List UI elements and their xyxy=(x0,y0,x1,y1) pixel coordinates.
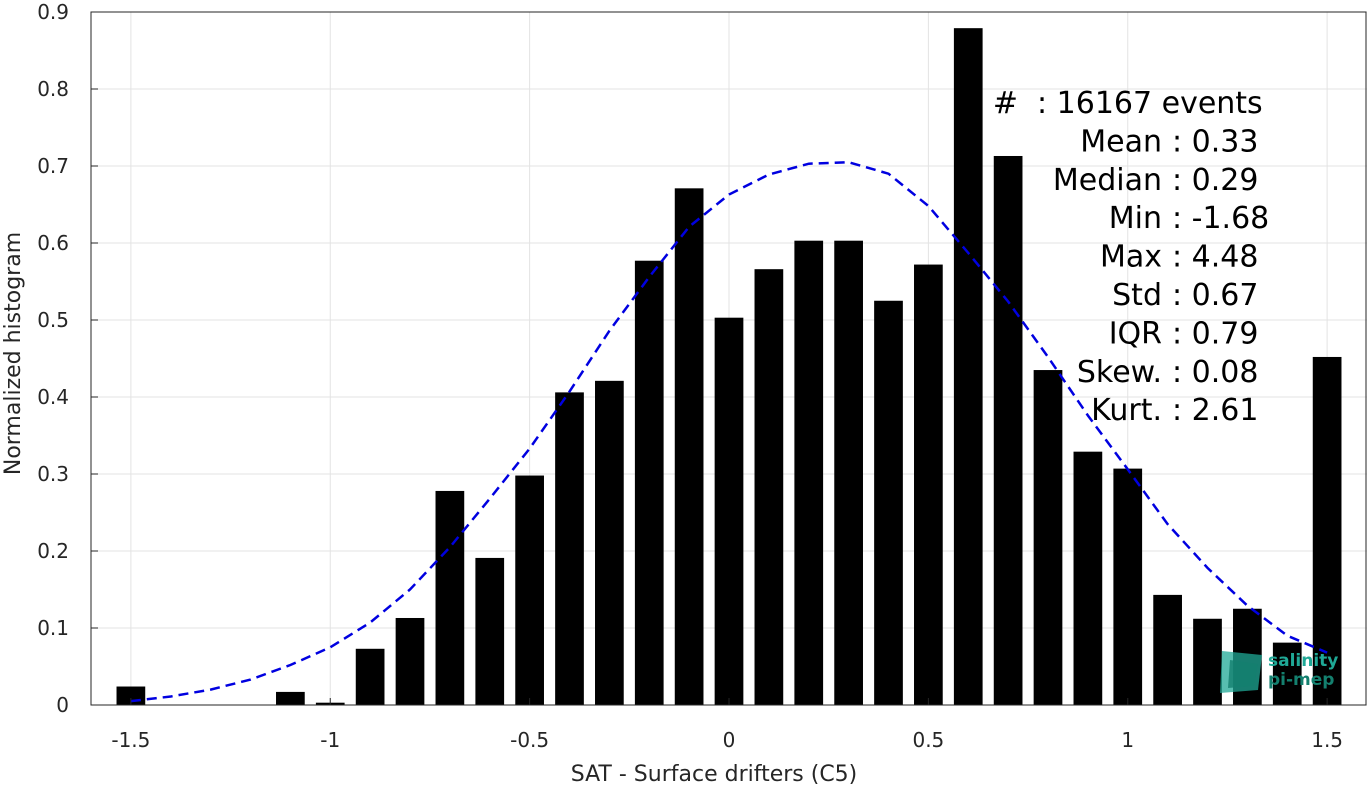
histogram-bar xyxy=(874,300,903,705)
stat-row: Skew. : 0.08 xyxy=(1077,355,1259,390)
x-tick-label: -0.5 xyxy=(510,728,549,752)
stat-row: Median : 0.29 xyxy=(1053,163,1259,198)
y-tick-label: 0.7 xyxy=(37,154,69,178)
histogram-bar xyxy=(714,317,744,705)
x-axis-ticks: -1.5 -1 -0.5 0 0.5 1 1.5 xyxy=(111,698,1343,752)
histogram-bar xyxy=(914,264,943,705)
histogram-bar xyxy=(1073,451,1103,705)
salinity-pi-mep-logo: salinity pi-mep xyxy=(1220,651,1338,693)
stat-value: : 0.67 xyxy=(1172,278,1258,313)
histogram-bar xyxy=(794,240,824,705)
histogram-bar xyxy=(674,188,704,705)
histogram-bar xyxy=(475,557,505,705)
y-tick-label: 0.1 xyxy=(37,616,69,640)
histogram-bar xyxy=(834,240,863,705)
x-tick-label: 1.5 xyxy=(1311,728,1343,752)
stat-value: : 0.08 xyxy=(1172,355,1258,390)
x-tick-label: -1.5 xyxy=(111,728,150,752)
normal-fit-curve xyxy=(130,160,1328,703)
histogram-bar xyxy=(276,691,305,705)
stat-row: # : 16167 events xyxy=(993,86,1263,121)
stat-value: : 0.29 xyxy=(1172,163,1258,198)
stat-label: Mean xyxy=(1080,124,1162,159)
histogram-bar xyxy=(754,269,784,705)
y-tick-label: 0 xyxy=(56,693,69,717)
stat-label: Kurt. xyxy=(1091,393,1162,428)
stat-label: Max xyxy=(1100,240,1162,275)
histogram-bar xyxy=(1033,370,1063,705)
stat-value: : 0.79 xyxy=(1172,316,1258,351)
stat-label: Min xyxy=(1109,201,1162,236)
y-tick-label: 0.2 xyxy=(37,539,69,563)
y-tick-label: 0.9 xyxy=(37,0,69,24)
stat-row: Std : 0.67 xyxy=(1112,278,1258,313)
x-tick-label: 0.5 xyxy=(912,728,944,752)
histogram-bar xyxy=(515,475,544,705)
y-tick-label: 0.4 xyxy=(37,385,69,409)
stat-row: Mean : 0.33 xyxy=(1080,124,1258,159)
bars xyxy=(116,28,1342,706)
y-tick-label: 0.6 xyxy=(37,231,69,255)
stat-row: Min : -1.68 xyxy=(1109,201,1270,236)
x-tick-label: 1 xyxy=(1121,728,1134,752)
y-axis-ticks: 0 0.1 0.2 0.3 0.4 0.5 0.6 0.7 0.8 0.9 xyxy=(37,0,98,717)
x-tick-label: 0 xyxy=(723,728,736,752)
stat-label: Std xyxy=(1112,278,1162,313)
histogram-bar xyxy=(1153,594,1182,705)
stat-value: : 0.33 xyxy=(1172,124,1258,159)
logo-line-2: pi-mep xyxy=(1268,670,1334,690)
y-tick-label: 0.3 xyxy=(37,462,69,486)
stat-value: : 2.61 xyxy=(1172,393,1258,428)
histogram-bar xyxy=(435,490,465,705)
histogram-bar xyxy=(595,380,624,705)
y-tick-label: 0.5 xyxy=(37,308,69,332)
stat-row: Max : 4.48 xyxy=(1100,240,1258,275)
stat-value: : 4.48 xyxy=(1172,240,1258,275)
histogram-bar xyxy=(1312,356,1342,705)
stat-row: Kurt. : 2.61 xyxy=(1091,393,1258,428)
histogram-bar xyxy=(355,648,385,705)
histogram-bar xyxy=(1113,468,1143,705)
histogram-bar xyxy=(993,155,1023,706)
x-tick-label: -1 xyxy=(320,728,340,752)
stat-row: IQR : 0.79 xyxy=(1109,316,1259,351)
y-tick-label: 0.8 xyxy=(37,77,69,101)
stat-label: # xyxy=(993,86,1018,121)
stat-value: : -1.68 xyxy=(1172,201,1269,236)
histogram-bar xyxy=(1272,642,1302,705)
histogram-bar xyxy=(953,28,983,706)
stat-value: : 16167 events xyxy=(1037,86,1263,121)
stat-label: Skew. xyxy=(1077,355,1162,390)
stat-label: IQR xyxy=(1109,316,1162,351)
logo-line-1: salinity xyxy=(1268,651,1338,671)
histogram-bar xyxy=(555,392,584,705)
y-axis-title: Normalized histogram xyxy=(1,232,26,475)
x-axis-title: SAT - Surface drifters (C5) xyxy=(571,762,858,785)
histogram-bar xyxy=(634,260,664,705)
histogram-bar xyxy=(395,617,425,705)
stat-label: Median xyxy=(1053,163,1162,198)
histogram-bar xyxy=(1193,618,1222,705)
